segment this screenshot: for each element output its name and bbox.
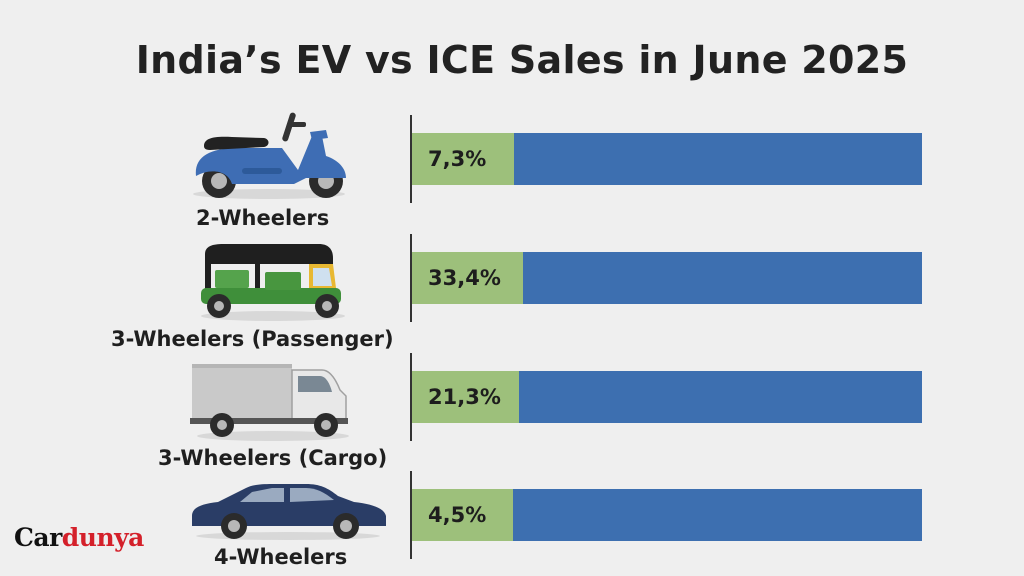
category-label-3-wheelers-passenger: 3-Wheelers (Passenger) [111,327,394,351]
category-label-3-wheelers-cargo: 3-Wheelers (Cargo) [158,446,388,470]
sedan-car-icon [192,484,386,540]
bar-ev-segment-0 [412,133,515,185]
category-label-4-wheelers: 4-Wheelers [214,545,348,569]
axis-line-3 [410,471,412,559]
axis-line-2 [410,353,412,441]
logo-part-car: Car [14,523,62,552]
bar-value-label-3: 4,5% [428,503,487,527]
auto-rickshaw-icon [201,244,345,321]
cardunya-logo: Cardunya [14,523,144,552]
bar-ev-segment-1 [412,252,523,304]
bar-ice-2: 21,3% [412,371,922,423]
bar-ice-0: 7,3% [412,133,922,185]
cargo-truck-icon [190,364,349,441]
bar-ev-segment-3 [412,489,514,541]
scooter-icon [193,112,346,199]
logo-part-dunya: dunya [61,523,145,552]
chart-title: India’s EV vs ICE Sales in June 2025 [135,38,909,82]
bar-value-label-0: 7,3% [428,147,487,171]
axis-line-0 [410,115,412,203]
bar-ice-1: 33,4% [412,252,922,304]
axis-line-1 [410,234,412,322]
bar-value-label-2: 21,3% [428,385,501,409]
bar-value-label-1: 33,4% [428,266,501,290]
category-label-2-wheelers: 2-Wheelers [196,206,330,230]
bar-ice-3: 4,5% [412,489,922,541]
bar-ev-segment-2 [412,371,519,423]
